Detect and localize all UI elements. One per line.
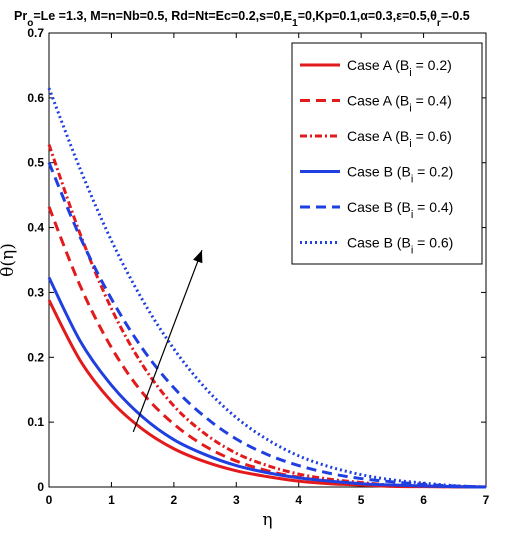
legend-label-5: Case B (Bi = 0.4) xyxy=(347,199,453,221)
series-line-5 xyxy=(47,162,487,489)
y-tick-label: 0.5 xyxy=(27,156,44,170)
x-tick-label: 7 xyxy=(483,493,490,507)
x-axis-label: η xyxy=(262,510,272,530)
y-tick-label: 0.2 xyxy=(27,350,44,364)
legend-label-6: Case B (Bi = 0.6) xyxy=(347,235,453,257)
y-tick-label: 0.1 xyxy=(27,415,44,429)
series-line-6 xyxy=(47,87,487,489)
x-tick-label: 5 xyxy=(358,493,365,507)
legend-label-3: Case A (Bi = 0.6) xyxy=(347,128,452,150)
legend: Case A (Bi = 0.2) Case A (Bi = 0.4) Case A… xyxy=(291,42,483,265)
trend-arrow-head xyxy=(193,250,203,264)
y-tick-label: 0.3 xyxy=(27,285,44,299)
series-line-1 xyxy=(47,299,487,489)
y-axis-label: θ(η) xyxy=(0,243,18,277)
x-tick-label: 6 xyxy=(420,493,427,507)
legend-label-1: Case A (Bi = 0.2) xyxy=(347,57,452,79)
x-tick-label: 0 xyxy=(46,493,53,507)
legend-box xyxy=(291,42,483,265)
y-tick-label: 0.6 xyxy=(27,91,44,105)
legend-label-2: Case A (Bi = 0.4) xyxy=(347,93,452,115)
plot-area: 0 1 2 3 4 5 6 7 0 0.1 0.2 0.3 0.4 0.5 0.6 0.7 Case A (Bi… xyxy=(27,26,489,507)
x-tick-label: 1 xyxy=(108,493,115,507)
y-tick-label: 0 xyxy=(37,480,44,494)
legend-label-4: Case B (Bi = 0.2) xyxy=(347,164,453,186)
x-tick-label: 3 xyxy=(233,493,240,507)
x-tick-label: 4 xyxy=(295,493,302,507)
trend-arrow-shaft xyxy=(132,250,203,433)
y-tick-label: 0.4 xyxy=(27,221,44,235)
y-tick-label: 0.7 xyxy=(27,26,44,40)
series-line-4 xyxy=(47,276,487,489)
chart-title: Pro=Le =1.3, M=n=Nb=0.5, Rd=Nt=Ec=0.2,s=… xyxy=(14,9,470,29)
x-tick-label: 2 xyxy=(171,493,178,507)
plot-frame xyxy=(48,32,487,488)
